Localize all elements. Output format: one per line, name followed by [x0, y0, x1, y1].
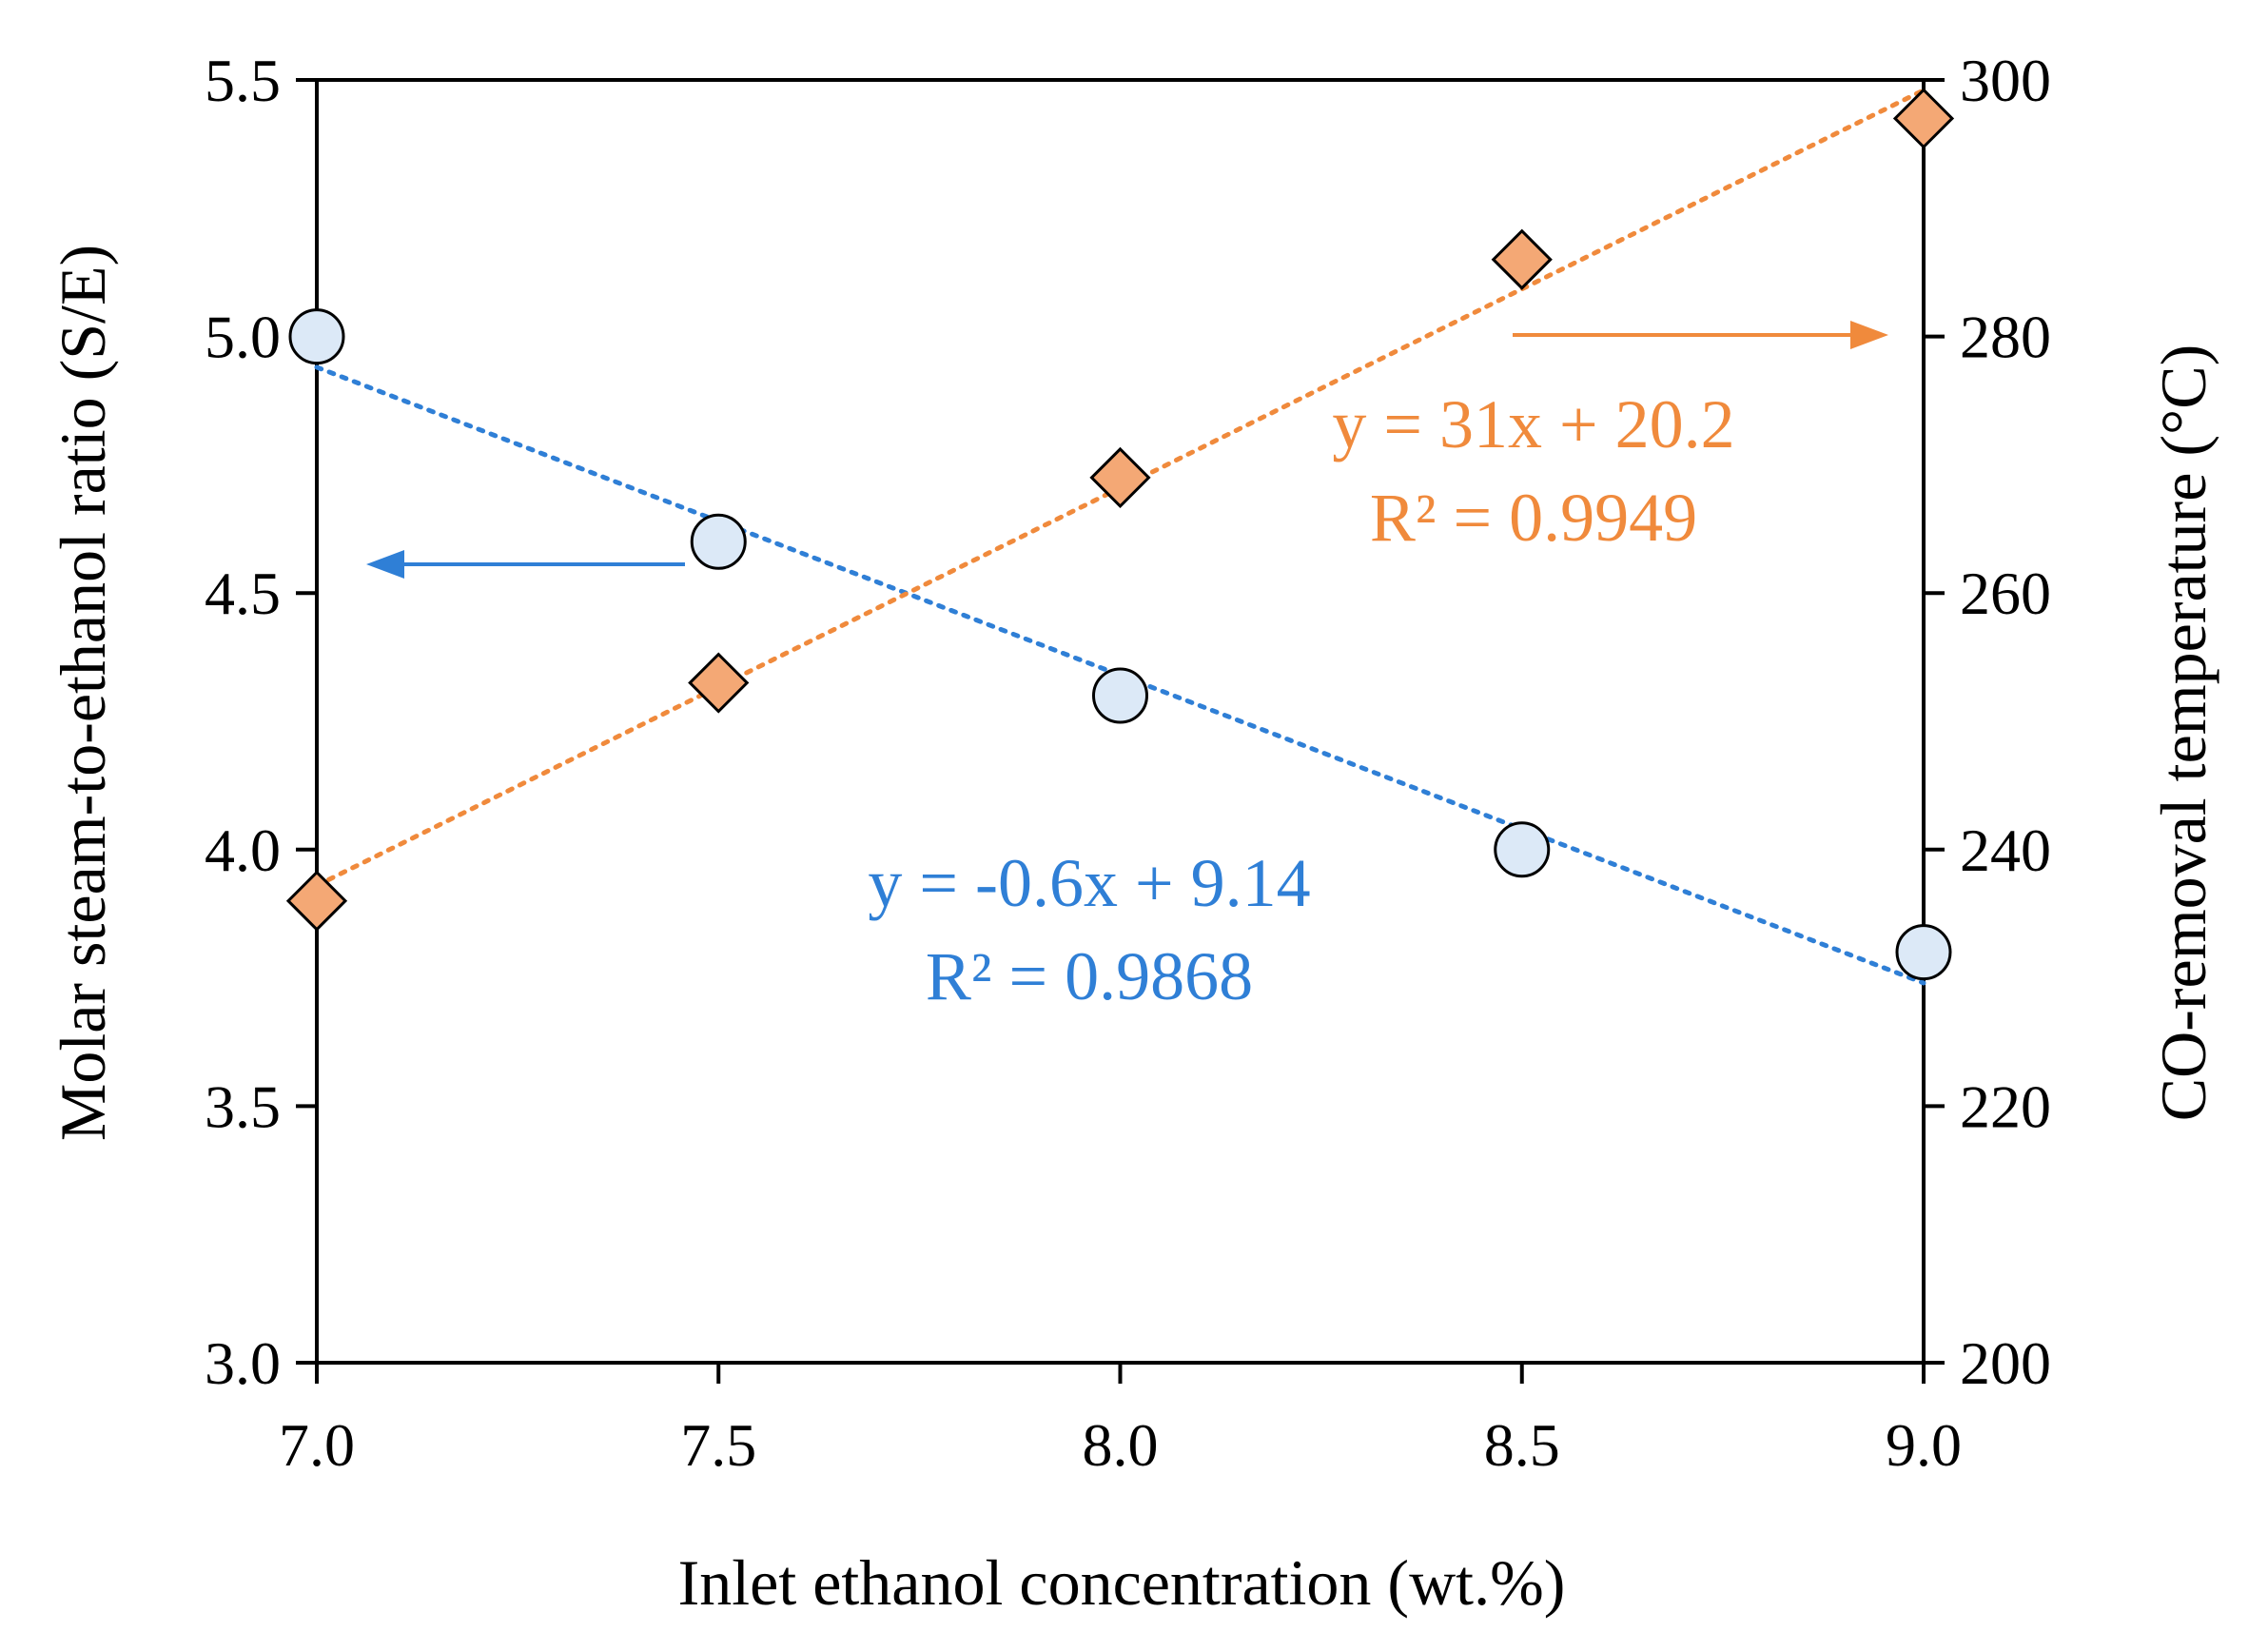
y-right-tick-label: 260 [1960, 560, 2051, 627]
orange-r-squared: R² = 0.9949 [1370, 480, 1697, 556]
axes-group: 7.0 7.5 8.0 8.5 9.0 3.0 3.5 4.0 4.5 5.0 5.5 200 220 2… [205, 47, 2051, 1479]
y-left-tick-label: 3.5 [205, 1072, 281, 1140]
x-axis-title: Inlet ethanol concentration (wt.%) [678, 1546, 1566, 1619]
y-right-tick-label: 240 [1960, 816, 2051, 884]
y-right-tick-label: 300 [1960, 47, 2051, 114]
y-right-axis-title: CO-removal temperature (°C) [2147, 344, 2219, 1121]
orange-arrow-right-head [1850, 321, 1888, 349]
x-tick-label: 9.0 [1886, 1411, 1962, 1479]
circle-point [690, 513, 747, 570]
blue-equation: y = -0.6x + 9.14 [868, 845, 1310, 921]
circle-point [1895, 924, 1952, 981]
blue-arrow-left-head [366, 550, 404, 579]
circle-point [1494, 821, 1551, 878]
blue-r-squared: R² = 0.9868 [926, 938, 1253, 1014]
y-left-tick-label: 5.0 [205, 304, 281, 371]
y-left-axis-title: Molar steam-to-ethanol ratio (S/E) [47, 245, 119, 1141]
orange-equation: y = 31x + 20.2 [1332, 386, 1734, 462]
circle-point [1092, 667, 1148, 724]
y-left-tick-label: 4.0 [205, 816, 281, 884]
diamond-point [1089, 446, 1151, 509]
circle-point [288, 308, 345, 365]
annotations-group: y = 31x + 20.2 R² = 0.9949 y = -0.6x + 9… [868, 386, 1734, 1014]
diamond-point [1892, 88, 1955, 149]
y-left-tick-label: 3.0 [205, 1329, 281, 1397]
y-right-tick-label: 200 [1960, 1329, 2051, 1397]
x-tick-label: 8.0 [1083, 1411, 1159, 1479]
points-group [285, 88, 1955, 981]
diamond-point [285, 870, 348, 932]
diamond-point [1491, 228, 1553, 290]
y-left-tick-label: 5.5 [205, 47, 281, 114]
y-left-tick-label: 4.5 [205, 560, 281, 627]
x-tick-label: 7.0 [279, 1411, 355, 1479]
x-tick-label: 8.5 [1484, 1411, 1560, 1479]
y-right-tick-label: 220 [1960, 1072, 2051, 1140]
axis-indicator-arrows [366, 321, 1888, 579]
y-right-tick-label: 280 [1960, 304, 2051, 371]
diamond-point [688, 652, 750, 714]
x-tick-label: 7.5 [680, 1411, 756, 1479]
blue-trendline [314, 364, 1926, 986]
